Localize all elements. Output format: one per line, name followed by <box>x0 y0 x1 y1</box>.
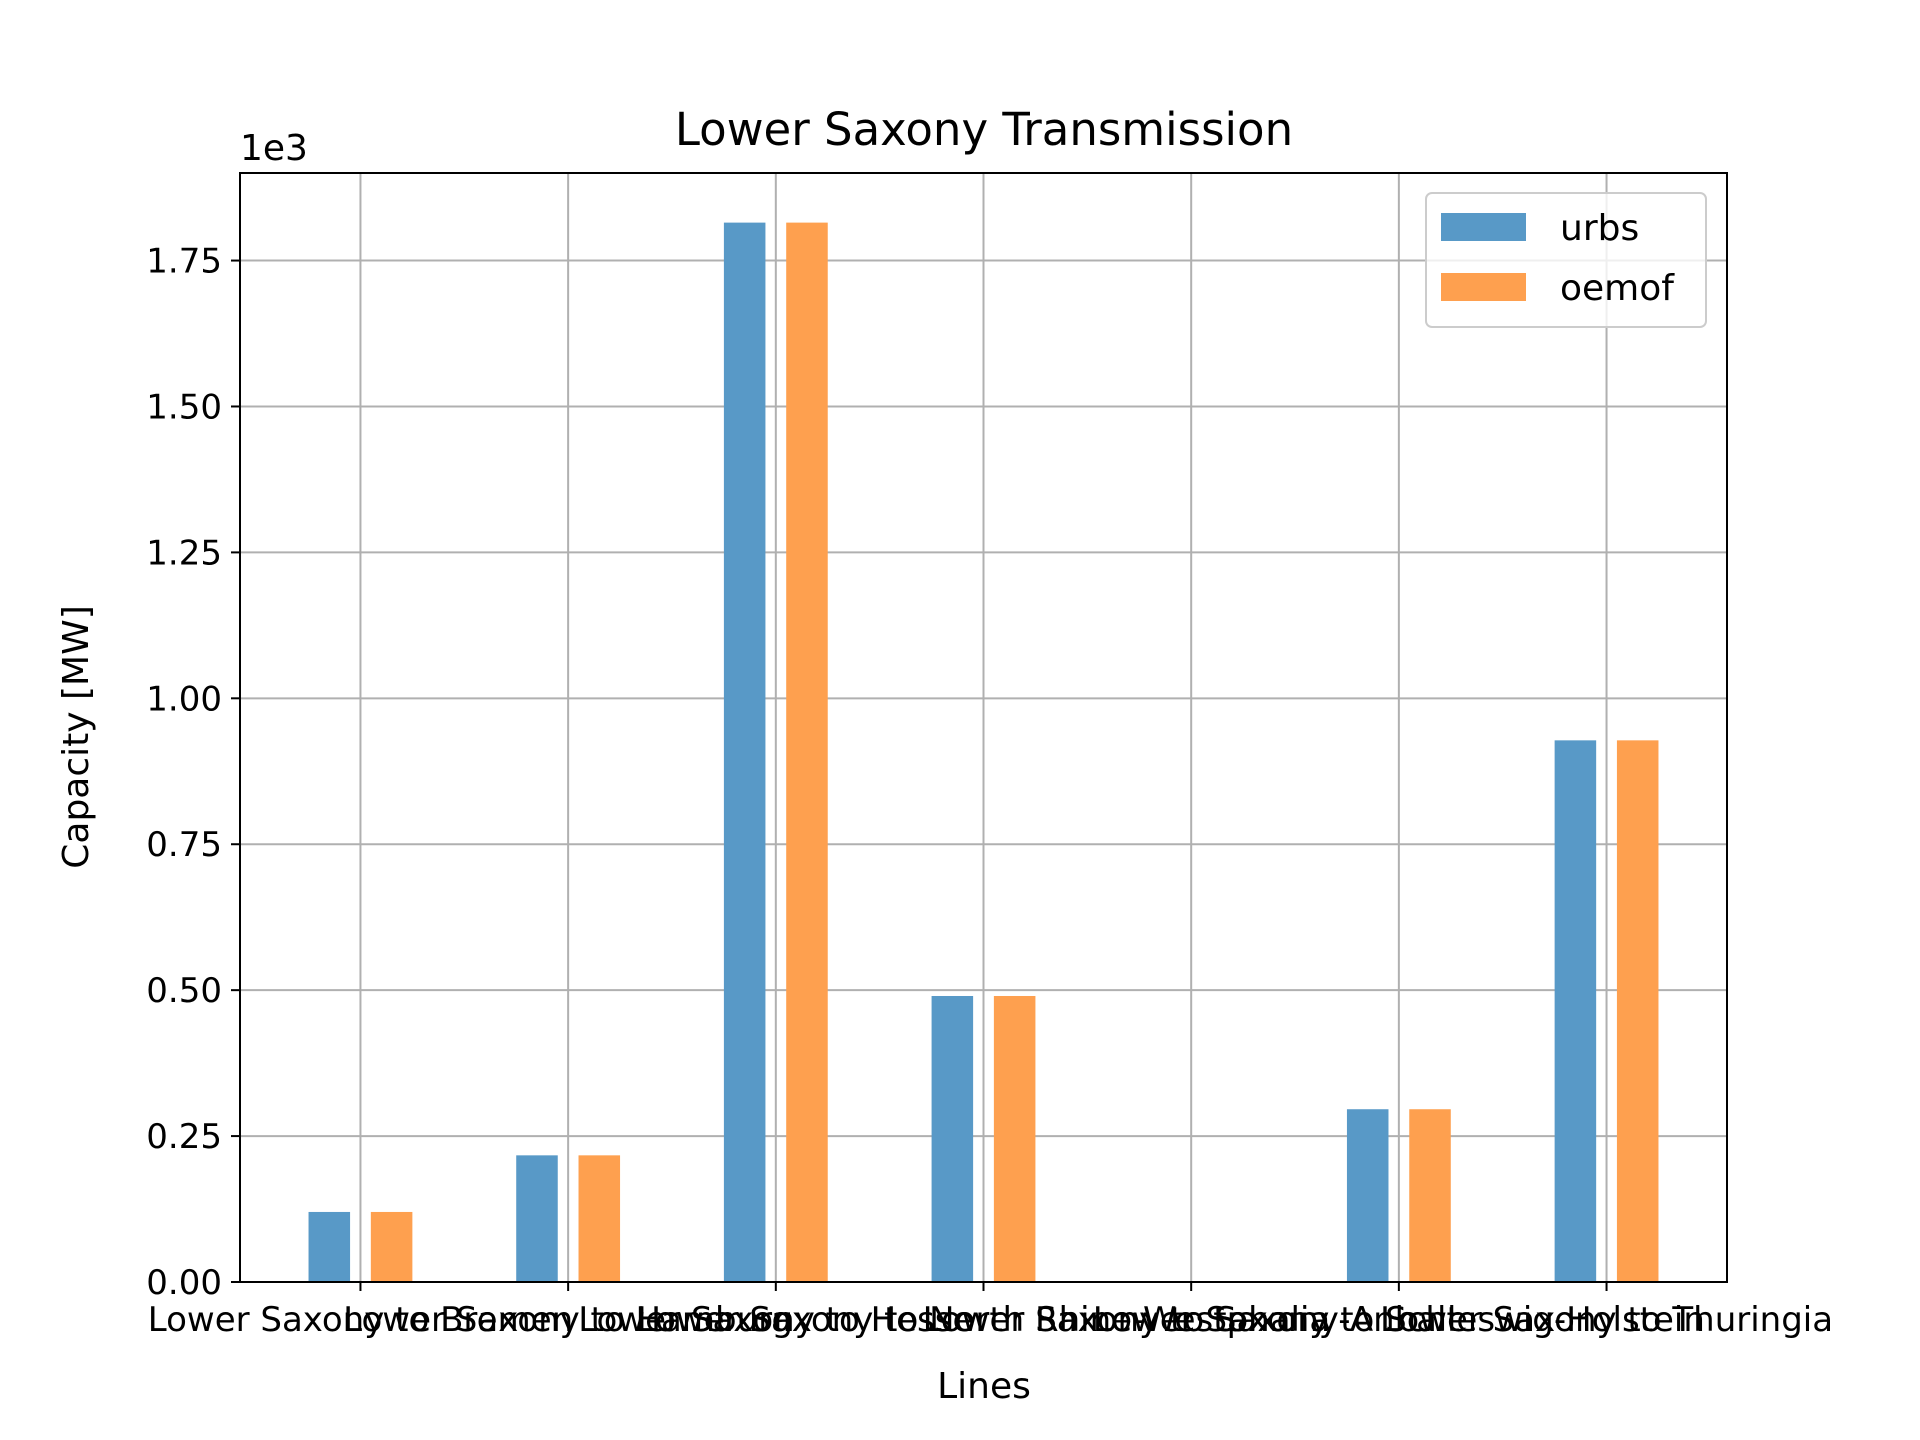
y-tick-label: 0.00 <box>146 1263 222 1303</box>
x-tick-label: Lower Saxony to North Rhine-Westphalia <box>637 1300 1331 1340</box>
y-tick-label: 1.50 <box>146 387 222 427</box>
bar-oemof <box>786 222 828 1282</box>
bar-oemof <box>578 1155 621 1282</box>
bar-urbs <box>723 222 766 1282</box>
bar-urbs <box>931 995 974 1282</box>
bars <box>308 222 1659 1282</box>
x-tick-label: Lower Saxony to Thuringia <box>1380 1300 1833 1340</box>
x-tick-label: Lower Saxony to Saxony-Anhalt <box>923 1300 1460 1340</box>
x-tick-label: Lower Saxony to Schleswig-Holstein <box>1093 1300 1705 1340</box>
y-tick-label: 1.25 <box>146 533 222 573</box>
legend-label-oemof: oemof <box>1560 268 1675 309</box>
x-tick-label: Lower Saxony to Hesse <box>578 1300 973 1340</box>
grid-lines <box>240 173 1727 1283</box>
bar-urbs <box>308 1211 351 1282</box>
bar-oemof <box>1409 1109 1451 1282</box>
y-tick-label: 0.75 <box>146 825 222 865</box>
bar-oemof <box>1616 740 1659 1282</box>
bar-oemof <box>370 1211 413 1282</box>
bar-urbs <box>1554 740 1597 1282</box>
y-tick-label: 0.50 <box>146 971 222 1011</box>
x-axis-label: Lines <box>937 1366 1031 1407</box>
y-tick-label: 1.75 <box>146 242 222 282</box>
legend-swatch-urbs <box>1441 213 1526 241</box>
bar-urbs <box>1346 1109 1389 1282</box>
legend-swatch-oemof <box>1441 273 1526 301</box>
bar-urbs <box>516 1155 558 1282</box>
y-tick-label: 1.00 <box>146 679 222 719</box>
chart-title: Lower Saxony Transmission <box>675 103 1293 156</box>
x-tick-label: Lower Saxony to Bremen <box>148 1300 573 1340</box>
y-offset-text: 1e3 <box>240 128 308 169</box>
legend-label-urbs: urbs <box>1560 208 1639 249</box>
y-axis-label: Capacity [MW] <box>56 605 97 869</box>
bar-oemof <box>993 995 1036 1282</box>
y-axis: 0.00 0.25 0.50 0.75 1.00 1.25 1.50 1.75 <box>146 242 240 1303</box>
x-tick-label: Lower Saxony to Hamburg <box>343 1300 793 1340</box>
y-tick-label: 0.25 <box>146 1117 222 1157</box>
legend: urbs oemof <box>1425 192 1707 328</box>
